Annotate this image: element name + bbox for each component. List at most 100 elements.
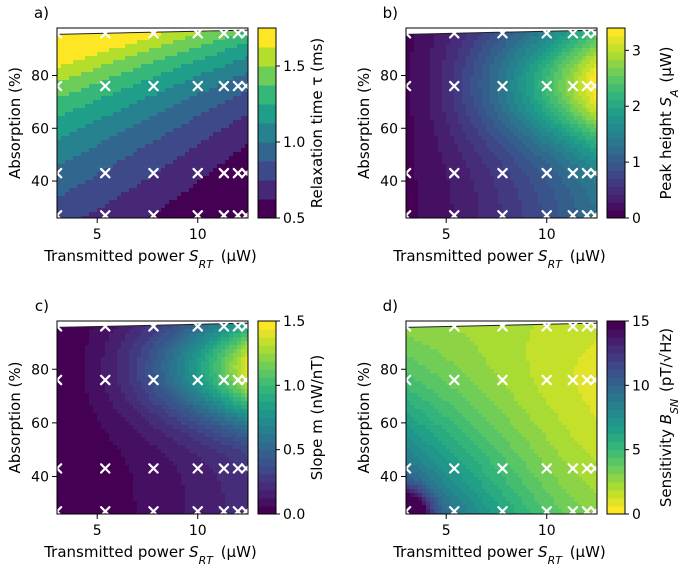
heatmap-cell [145, 325, 150, 330]
heatmap-cell [229, 176, 234, 181]
heatmap-cell [430, 92, 435, 97]
heatmap-cell [241, 44, 246, 49]
heatmap-cell [205, 136, 210, 141]
heatmap-cell [582, 76, 587, 81]
heatmap-cell [474, 124, 479, 129]
heatmap-cell [470, 96, 475, 101]
heatmap-cell [117, 84, 122, 89]
heatmap-cell [133, 192, 138, 197]
heatmap-cell [586, 36, 591, 41]
heatmap-cell [570, 180, 575, 185]
heatmap-cell [410, 200, 415, 205]
heatmap-cell [574, 128, 579, 133]
heatmap-cell [494, 40, 499, 45]
heatmap-cell [530, 36, 535, 41]
heatmap-cell [165, 148, 170, 153]
heatmap-cell [81, 200, 86, 205]
heatmap-cell [193, 148, 198, 153]
heatmap-cell [201, 40, 206, 45]
heatmap-cell [486, 120, 491, 125]
heatmap-cell [466, 108, 471, 113]
heatmap-cell [65, 333, 70, 338]
heatmap-cell [570, 64, 575, 69]
heatmap-cell [582, 60, 587, 65]
heatmap-cell [205, 124, 210, 129]
heatmap-cell [438, 184, 443, 189]
heatmap-cell [410, 108, 415, 113]
heatmap-cell [233, 337, 238, 342]
heatmap-cell [458, 60, 463, 65]
heatmap-cell [542, 152, 547, 157]
measurement-marker [581, 167, 593, 179]
heatmap-cell [197, 68, 202, 73]
heatmap-cell [137, 48, 142, 53]
heatmap-cell [478, 160, 483, 165]
heatmap-cell [594, 188, 597, 193]
heatmap-cell [85, 208, 90, 213]
heatmap-cell [97, 116, 102, 121]
heatmap-cell [494, 196, 499, 201]
heatmap-cell [81, 337, 86, 342]
heatmap-cell [462, 204, 467, 209]
heatmap-cell [466, 92, 471, 97]
heatmap-cell [213, 200, 218, 205]
heatmap-cell [89, 128, 94, 133]
heatmap-cell [558, 156, 563, 161]
heatmap-cell [454, 108, 459, 113]
heatmap-cell [177, 216, 182, 218]
heatmap-cell [185, 92, 190, 97]
heatmap-cell [137, 120, 142, 125]
heatmap-cell [502, 188, 507, 193]
heatmap-cell [229, 88, 234, 93]
heatmap-cell [149, 112, 154, 117]
heatmap-cell [474, 92, 479, 97]
heatmap-cell [97, 208, 102, 213]
heatmap-cell [217, 333, 222, 338]
heatmap-cell [562, 172, 567, 177]
heatmap-cell [474, 204, 479, 209]
heatmap-cell [65, 164, 70, 169]
heatmap-cell [490, 52, 495, 57]
heatmap-p0 [57, 28, 248, 218]
heatmap-cell [125, 44, 130, 49]
heatmap-cell [570, 36, 575, 41]
heatmap-cell [209, 329, 214, 334]
heatmap-cell [526, 136, 531, 141]
heatmap-cell [245, 148, 248, 153]
heatmap-cell [450, 36, 455, 41]
heatmap-cell [173, 204, 178, 209]
heatmap-cell [494, 188, 499, 193]
heatmap-cell [101, 60, 106, 65]
heatmap-cell [229, 172, 234, 177]
heatmap-cell [414, 44, 419, 49]
heatmap-cell [458, 212, 463, 217]
heatmap-cell [530, 124, 535, 129]
heatmap-cell [594, 40, 597, 45]
heatmap-cell [458, 32, 463, 37]
heatmap-cell [410, 212, 415, 217]
heatmap-cell [542, 36, 547, 41]
heatmap-cell [414, 124, 419, 129]
heatmap-cell [113, 96, 118, 101]
heatmap-cell [185, 160, 190, 165]
heatmap-cell [594, 180, 597, 185]
heatmap-cell [442, 100, 447, 105]
heatmap-cell [438, 200, 443, 205]
heatmap-cell [458, 144, 463, 149]
heatmap-cell [105, 329, 110, 334]
heatmap-cell [57, 44, 62, 49]
heatmap-cell [498, 96, 503, 101]
heatmap-cell [454, 48, 459, 53]
heatmap-cell [133, 168, 138, 173]
heatmap-cell [474, 172, 479, 177]
heatmap-cell [237, 104, 242, 109]
heatmap-cell [125, 132, 130, 137]
heatmap-cell [530, 192, 535, 197]
heatmap-cell [526, 132, 531, 137]
heatmap-cell [65, 76, 70, 81]
heatmap-cell [229, 36, 234, 41]
heatmap-cell [446, 88, 451, 93]
heatmap-cell [137, 92, 142, 97]
heatmap-cell [165, 60, 170, 65]
heatmap-cell [586, 136, 591, 141]
